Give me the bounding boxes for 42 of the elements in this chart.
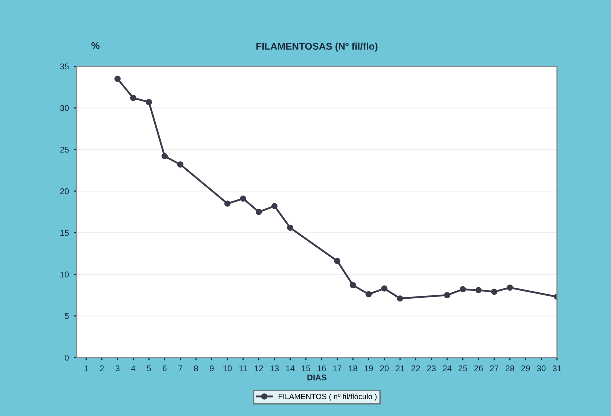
x-tick-label: 26 [474,366,484,372]
x-tick-label: 10 [224,366,232,372]
x-axis-title: DIAS [308,374,327,381]
x-tick-label: 23 [427,366,436,372]
y-tick-label: 30 [60,105,70,112]
x-tick-label: 28 [506,366,514,372]
y-tick-label: 25 [60,146,69,153]
y-tick-label: 10 [60,272,70,278]
x-tick-label: 19 [364,366,374,372]
x-tick-label: 9 [210,366,214,372]
y-tick-label: 5 [65,313,69,320]
x-tick-label: 16 [318,366,326,372]
x-tick-label: 15 [302,366,310,372]
x-tick-label: 25 [458,366,468,372]
chart-title: FILAMENTOSAS (Nº fil/flo) [256,42,378,52]
x-tick-label: 27 [490,366,499,372]
x-tick-label: 2 [100,366,104,372]
y-tick-label: 20 [60,188,70,194]
x-tick-label: 21 [396,366,405,372]
x-tick-label: 20 [380,366,389,372]
y-tick-label: 15 [60,230,69,236]
x-tick-label: 11 [240,366,248,372]
x-tick-label: 12 [255,366,264,372]
x-tick-label: 1 [84,366,88,372]
x-tick-label: 18 [349,366,358,372]
x-tick-label: 29 [522,366,530,372]
x-tick-label: 4 [131,366,136,372]
x-tick-label: 22 [412,366,420,372]
x-tick-label: 14 [286,366,295,372]
x-tick-label: 5 [147,366,152,372]
x-tick-label: 13 [270,366,280,372]
x-tick-label: 8 [194,366,198,372]
x-tick-label: 31 [552,366,562,372]
x-tick-label: 3 [116,366,120,372]
x-tick-label: 6 [162,366,167,372]
y-tick-label: 35 [60,64,69,70]
x-tick-label: 24 [443,366,452,372]
x-tick-label: 17 [334,366,342,372]
x-tick-label: 7 [178,366,182,372]
y-tick-label: 0 [65,354,70,361]
x-tick-label: 30 [537,366,546,372]
y-axis-title: % [92,42,100,50]
